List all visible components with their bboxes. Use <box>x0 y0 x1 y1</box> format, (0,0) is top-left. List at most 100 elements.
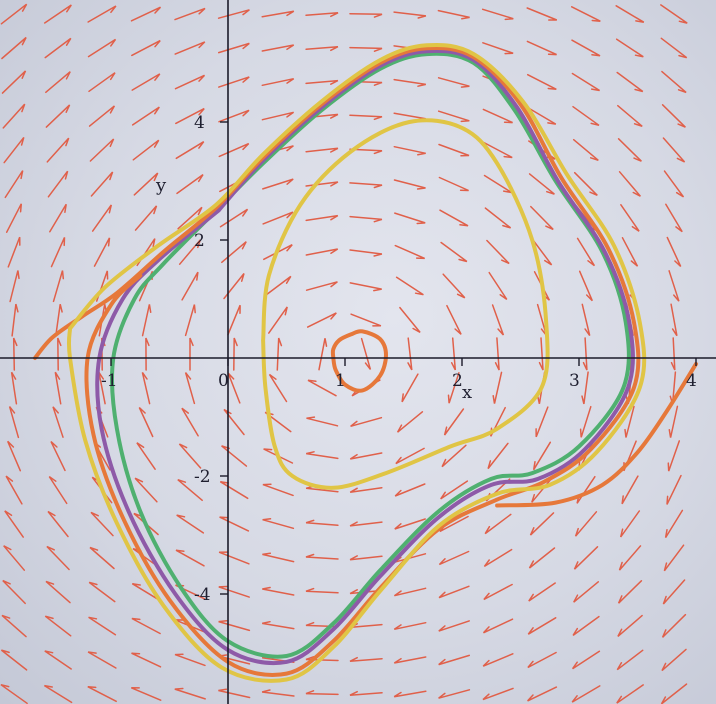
field-arrow-106 <box>217 42 250 54</box>
field-arrow-253 <box>526 40 557 56</box>
field-arrow-231 <box>481 8 514 21</box>
field-arrow-241 <box>494 337 500 371</box>
field-arrow-0 <box>0 3 28 25</box>
field-arrow-92 <box>181 271 199 301</box>
x-tick-label-0: 0 <box>218 371 229 391</box>
field-arrow-133 <box>263 244 293 261</box>
field-arrow-185 <box>349 589 383 595</box>
field-arrow-228 <box>438 620 470 632</box>
field-arrow-85 <box>174 41 206 55</box>
field-arrow-143 <box>262 586 295 596</box>
field-arrow-171 <box>349 114 383 121</box>
field-arrow-235 <box>483 141 513 159</box>
field-arrow-99 <box>176 514 205 534</box>
field-arrow-169 <box>349 46 383 52</box>
field-arrow-26 <box>47 170 69 198</box>
field-arrow-120 <box>219 516 250 532</box>
field-arrow-62 <box>87 685 117 703</box>
trajectory-outer-orbit <box>95 48 635 666</box>
field-arrow-125 <box>218 688 251 699</box>
field-arrow-183 <box>349 521 383 527</box>
field-arrow-299 <box>618 171 641 197</box>
field-arrow-188 <box>349 690 383 696</box>
field-arrow-318 <box>661 104 686 128</box>
y-tick-label-4: 4 <box>194 113 205 133</box>
field-arrow-162 <box>305 519 339 527</box>
field-arrow-223 <box>441 444 467 468</box>
field-arrow-153 <box>305 214 339 222</box>
direction-field <box>0 3 688 704</box>
field-arrow-315 <box>660 4 688 24</box>
field-arrow-32 <box>54 371 62 405</box>
field-arrow-9 <box>11 303 19 337</box>
field-arrow-312 <box>617 614 643 637</box>
field-arrow-311 <box>617 580 643 604</box>
field-arrow-216 <box>439 209 469 227</box>
field-arrow-187 <box>349 656 383 663</box>
field-arrow-163 <box>305 553 339 560</box>
field-arrow-291 <box>572 615 600 637</box>
field-arrow-214 <box>438 143 470 157</box>
field-arrow-72 <box>141 304 152 337</box>
field-arrow-123 <box>218 620 251 632</box>
x-tick-label--1: -1 <box>101 371 118 391</box>
field-arrow-158 <box>307 379 337 397</box>
field-arrow-13 <box>7 440 22 472</box>
field-arrow-17 <box>2 579 26 605</box>
field-arrow-184 <box>349 555 383 561</box>
field-arrow-43 <box>87 38 117 58</box>
field-arrow-64 <box>131 39 161 57</box>
field-arrow-155 <box>305 281 338 291</box>
field-arrow-306 <box>624 405 635 438</box>
field-arrow-152 <box>305 181 339 187</box>
axis-ticks: -1 0 1 2 3 4 4 2 -2 -4 <box>101 113 697 605</box>
field-arrow-275 <box>571 72 600 92</box>
field-arrow-19 <box>0 649 28 671</box>
field-arrow-182 <box>349 486 383 494</box>
field-arrow-200 <box>401 373 419 403</box>
field-arrow-324 <box>670 303 678 337</box>
field-arrow-199 <box>407 337 413 371</box>
field-arrow-107 <box>218 76 250 88</box>
field-arrow-66 <box>131 106 160 126</box>
field-arrow-149 <box>305 79 339 85</box>
field-arrow-167 <box>305 690 339 696</box>
field-arrow-290 <box>573 581 600 603</box>
field-arrow-60 <box>88 616 117 636</box>
trajectory-incoming-left-outgoing-right <box>33 45 641 677</box>
field-arrow-219 <box>446 304 462 335</box>
x-tick-label-4: 4 <box>686 371 697 391</box>
field-arrow-202 <box>395 447 425 465</box>
field-arrow-35 <box>48 475 68 505</box>
field-arrow-129 <box>261 111 295 121</box>
field-arrow-283 <box>582 337 588 371</box>
field-arrow-301 <box>621 237 639 267</box>
field-arrow-141 <box>262 518 295 530</box>
field-arrow-14 <box>5 475 23 505</box>
field-arrow-238 <box>486 239 510 265</box>
field-arrow-181 <box>349 452 383 460</box>
field-arrow-218 <box>442 273 466 299</box>
field-arrow-229 <box>438 654 471 666</box>
field-arrow-335 <box>660 683 688 704</box>
field-arrow-309 <box>619 510 641 538</box>
field-arrow-117 <box>223 408 245 436</box>
field-arrow-139 <box>263 448 294 464</box>
field-arrow-277 <box>572 138 599 162</box>
field-arrow-331 <box>663 544 685 572</box>
field-arrow-240 <box>491 304 505 336</box>
field-arrow-172 <box>349 148 383 155</box>
field-arrow-140 <box>262 483 294 497</box>
field-arrow-314 <box>616 684 644 704</box>
field-arrow-114 <box>227 304 241 336</box>
trajectory-outer-envelope <box>66 42 647 683</box>
field-arrow-25 <box>46 137 70 163</box>
field-arrow-28 <box>50 237 66 268</box>
field-arrow-134 <box>264 275 292 297</box>
field-arrow-1 <box>1 36 27 60</box>
field-arrow-3 <box>2 103 26 129</box>
trajectory-inner-spiral <box>330 329 388 393</box>
field-arrow-48 <box>91 204 113 232</box>
field-arrow-208 <box>393 656 427 664</box>
field-arrow-12 <box>8 406 20 439</box>
